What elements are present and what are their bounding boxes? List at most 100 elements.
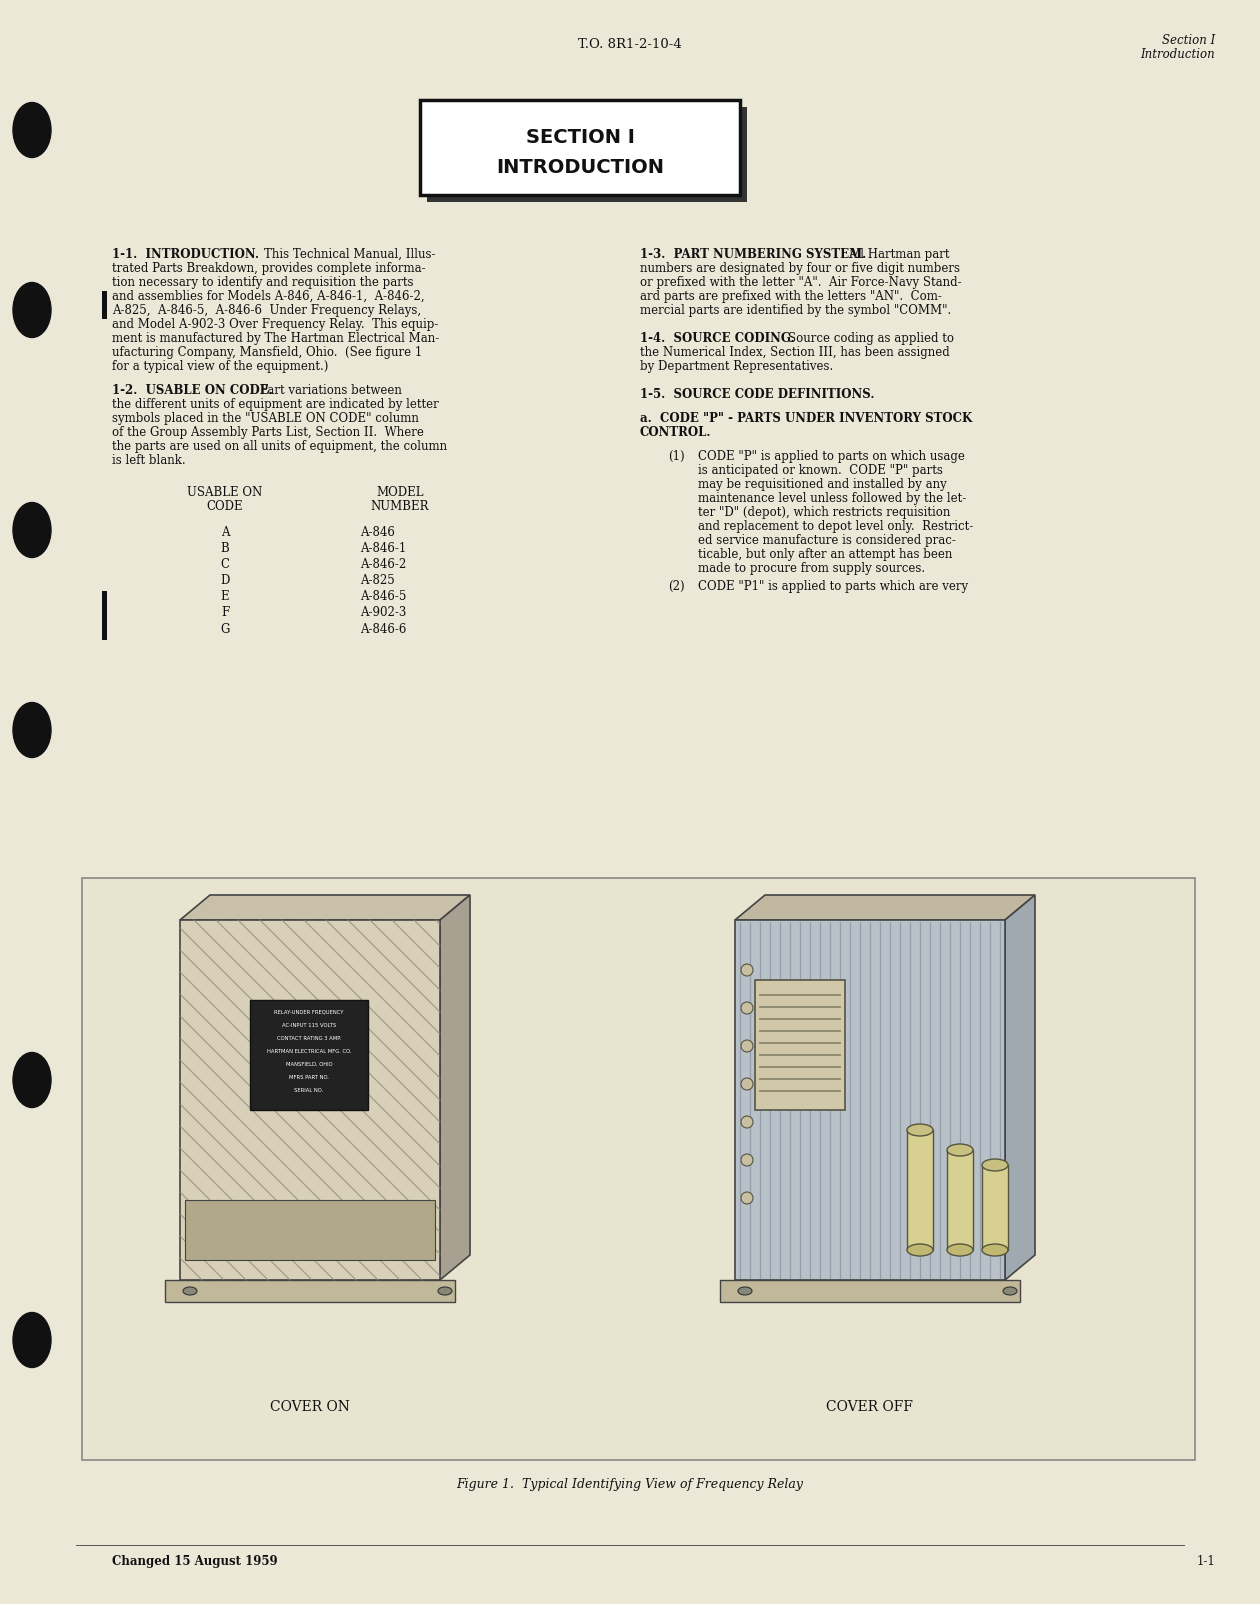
Ellipse shape (13, 282, 50, 337)
Text: INTRODUCTION: INTRODUCTION (496, 159, 664, 176)
Text: USABLE ON: USABLE ON (188, 486, 262, 499)
Text: CODE "P" is applied to parts on which usage: CODE "P" is applied to parts on which us… (698, 451, 965, 464)
Ellipse shape (13, 1312, 50, 1368)
Ellipse shape (982, 1245, 1008, 1256)
Text: ment is manufactured by The Hartman Electrical Man-: ment is manufactured by The Hartman Elec… (112, 332, 440, 345)
Text: trated Parts Breakdown, provides complete informa-: trated Parts Breakdown, provides complet… (112, 261, 426, 274)
Ellipse shape (907, 1245, 932, 1256)
Text: numbers are designated by four or five digit numbers: numbers are designated by four or five d… (640, 261, 960, 274)
Ellipse shape (741, 1002, 753, 1014)
Ellipse shape (948, 1245, 973, 1256)
Text: CONTACT RATING 3 AMP.: CONTACT RATING 3 AMP. (277, 1036, 341, 1041)
Ellipse shape (13, 103, 50, 157)
Text: A-846: A-846 (360, 526, 394, 539)
Text: Part variations between: Part variations between (260, 383, 402, 398)
Text: This Technical Manual, Illus-: This Technical Manual, Illus- (265, 249, 436, 261)
Bar (755, 980, 845, 1110)
Text: 1-5.  SOURCE CODE DEFINITIONS.: 1-5. SOURCE CODE DEFINITIONS. (640, 388, 874, 401)
Text: A-825,  A-846-5,  A-846-6  Under Frequency Relays,: A-825, A-846-5, A-846-6 Under Frequency … (112, 305, 421, 318)
Ellipse shape (13, 1052, 50, 1107)
Text: RELAY-UNDER FREQUENCY: RELAY-UNDER FREQUENCY (275, 1011, 344, 1015)
Bar (249, 999, 368, 1110)
Text: the parts are used on all units of equipment, the column: the parts are used on all units of equip… (112, 439, 447, 452)
Text: the Numerical Index, Section III, has been assigned: the Numerical Index, Section III, has be… (640, 346, 950, 359)
Text: MODEL: MODEL (377, 486, 423, 499)
Text: C: C (220, 558, 229, 571)
Text: 1-1: 1-1 (1196, 1554, 1215, 1569)
Text: MFRS PART NO.: MFRS PART NO. (289, 1075, 329, 1079)
Ellipse shape (438, 1286, 452, 1294)
Ellipse shape (741, 1116, 753, 1128)
Ellipse shape (741, 1192, 753, 1205)
Text: NUMBER: NUMBER (370, 500, 430, 513)
Text: A-902-3: A-902-3 (360, 606, 407, 619)
Ellipse shape (741, 1039, 753, 1052)
Text: COVER OFF: COVER OFF (827, 1400, 914, 1415)
Text: by Department Representatives.: by Department Representatives. (640, 359, 833, 374)
Ellipse shape (183, 1286, 197, 1294)
Text: Introduction: Introduction (1140, 48, 1215, 61)
Text: and Model A-902-3 Over Frequency Relay.  This equip-: and Model A-902-3 Over Frequency Relay. … (112, 318, 438, 330)
Ellipse shape (1003, 1286, 1017, 1294)
Text: CONTROL.: CONTROL. (640, 427, 712, 439)
Bar (102, 290, 107, 319)
Text: Figure 1.  Typical Identifying View of Frequency Relay: Figure 1. Typical Identifying View of Fr… (456, 1477, 804, 1492)
Bar (102, 592, 107, 640)
Text: T.O. 8R1-2-10-4: T.O. 8R1-2-10-4 (578, 38, 682, 51)
Ellipse shape (741, 964, 753, 975)
Text: 1-3.  PART NUMBERING SYSTEM.: 1-3. PART NUMBERING SYSTEM. (640, 249, 867, 261)
Ellipse shape (13, 703, 50, 757)
Bar (735, 921, 1005, 1280)
Text: and replacement to depot level only.  Restrict-: and replacement to depot level only. Res… (698, 520, 973, 533)
Text: ter "D" (depot), which restricts requisition: ter "D" (depot), which restricts requisi… (698, 505, 950, 520)
Bar (82, 877, 1194, 1460)
Bar (165, 1280, 455, 1302)
Text: SECTION I: SECTION I (525, 128, 635, 148)
Text: COVER ON: COVER ON (270, 1400, 350, 1415)
Text: ticable, but only after an attempt has been: ticable, but only after an attempt has b… (698, 549, 953, 561)
Text: Changed 15 August 1959: Changed 15 August 1959 (112, 1554, 277, 1569)
Bar (420, 99, 740, 196)
Polygon shape (735, 895, 1034, 921)
Text: A-846-6: A-846-6 (360, 622, 407, 635)
Text: A-846-5: A-846-5 (360, 590, 407, 603)
Text: F: F (220, 606, 229, 619)
Text: G: G (220, 622, 229, 635)
Text: made to procure from supply sources.: made to procure from supply sources. (698, 561, 925, 574)
Text: 1-2.  USABLE ON CODE.: 1-2. USABLE ON CODE. (112, 383, 273, 398)
Text: mercial parts are identified by the symbol "COMM".: mercial parts are identified by the symb… (640, 305, 951, 318)
Text: is anticipated or known.  CODE "P" parts: is anticipated or known. CODE "P" parts (698, 464, 942, 476)
Text: AC-INPUT 115 VOLTS: AC-INPUT 115 VOLTS (282, 1023, 336, 1028)
Text: symbols placed in the "USABLE ON CODE" column: symbols placed in the "USABLE ON CODE" c… (112, 412, 418, 425)
Bar (948, 1150, 973, 1250)
Ellipse shape (741, 1153, 753, 1166)
Text: of the Group Assembly Parts List, Section II.  Where: of the Group Assembly Parts List, Sectio… (112, 427, 423, 439)
Bar (180, 921, 440, 1280)
Text: HARTMAN ELECTRICAL MFG. CO.: HARTMAN ELECTRICAL MFG. CO. (267, 1049, 352, 1054)
Text: All Hartman part: All Hartman part (848, 249, 950, 261)
Text: may be requisitioned and installed by any: may be requisitioned and installed by an… (698, 478, 946, 491)
Bar (427, 107, 747, 202)
Text: a.  CODE "P" - PARTS UNDER INVENTORY STOCK: a. CODE "P" - PARTS UNDER INVENTORY STOC… (640, 412, 973, 425)
Text: A-846-2: A-846-2 (360, 558, 406, 571)
Polygon shape (1005, 895, 1034, 1280)
Text: D: D (220, 574, 229, 587)
Bar (719, 1280, 1021, 1302)
Text: the different units of equipment are indicated by letter: the different units of equipment are ind… (112, 398, 438, 411)
Text: ard parts are prefixed with the letters "AN".  Com-: ard parts are prefixed with the letters … (640, 290, 942, 303)
Polygon shape (180, 895, 470, 921)
Text: Section I: Section I (1162, 34, 1215, 47)
Ellipse shape (907, 1124, 932, 1136)
Ellipse shape (738, 1286, 752, 1294)
Text: for a typical view of the equipment.): for a typical view of the equipment.) (112, 359, 329, 374)
Text: A: A (220, 526, 229, 539)
Text: and assemblies for Models A-846, A-846-1,  A-846-2,: and assemblies for Models A-846, A-846-1… (112, 290, 425, 303)
Text: A-825: A-825 (360, 574, 394, 587)
Text: 1-1.  INTRODUCTION.: 1-1. INTRODUCTION. (112, 249, 260, 261)
Ellipse shape (13, 502, 50, 558)
Text: ed service manufacture is considered prac-: ed service manufacture is considered pra… (698, 534, 956, 547)
Text: or prefixed with the letter "A".  Air Force-Navy Stand-: or prefixed with the letter "A". Air For… (640, 276, 961, 289)
Bar (982, 1165, 1008, 1250)
Text: MANSFIELD, OHIO: MANSFIELD, OHIO (286, 1062, 333, 1067)
Ellipse shape (982, 1160, 1008, 1171)
